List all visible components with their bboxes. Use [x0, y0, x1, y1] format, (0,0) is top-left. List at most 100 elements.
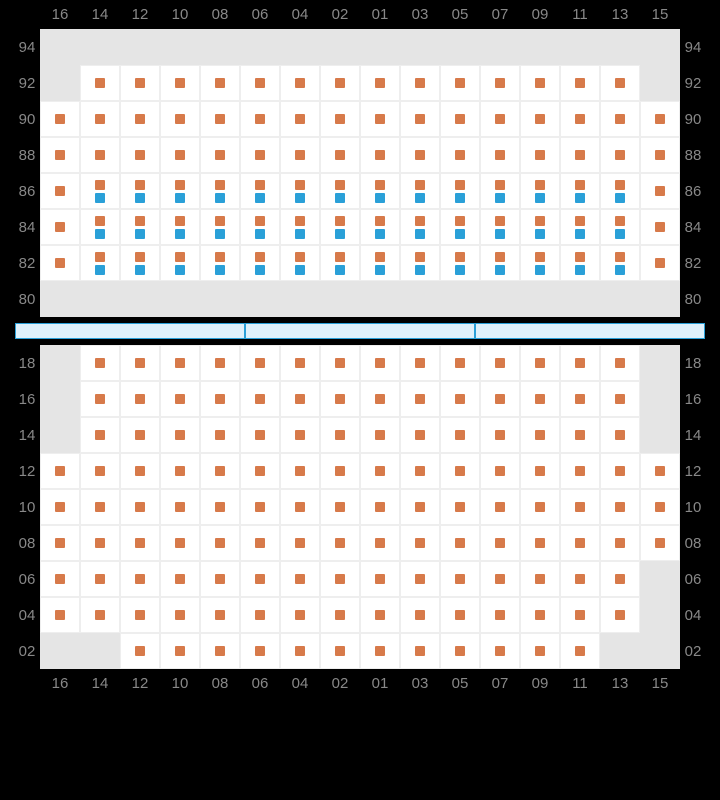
seat-cell[interactable]: [320, 101, 360, 137]
seat-cell[interactable]: [40, 209, 80, 245]
seat-cell[interactable]: [440, 561, 480, 597]
seat-cell[interactable]: [240, 137, 280, 173]
seat-cell[interactable]: [120, 209, 160, 245]
seat-cell[interactable]: [520, 489, 560, 525]
seat-cell[interactable]: [440, 633, 480, 669]
seat-cell[interactable]: [40, 525, 80, 561]
seat-cell[interactable]: [360, 381, 400, 417]
seat-cell[interactable]: [320, 489, 360, 525]
seat-cell[interactable]: [40, 137, 80, 173]
seat-cell[interactable]: [120, 417, 160, 453]
seat-cell[interactable]: [160, 381, 200, 417]
seat-cell[interactable]: [440, 101, 480, 137]
seat-cell[interactable]: [200, 633, 240, 669]
seat-cell[interactable]: [320, 453, 360, 489]
seat-cell[interactable]: [160, 453, 200, 489]
seat-cell[interactable]: [400, 65, 440, 101]
seat-cell[interactable]: [440, 417, 480, 453]
seat-cell[interactable]: [200, 381, 240, 417]
seat-cell[interactable]: [80, 245, 120, 281]
seat-cell[interactable]: [320, 137, 360, 173]
seat-cell[interactable]: [280, 453, 320, 489]
seat-cell[interactable]: [560, 417, 600, 453]
seat-cell[interactable]: [560, 453, 600, 489]
seat-cell[interactable]: [280, 173, 320, 209]
seat-cell[interactable]: [600, 453, 640, 489]
seat-cell[interactable]: [480, 137, 520, 173]
seat-cell[interactable]: [80, 101, 120, 137]
seat-cell[interactable]: [280, 101, 320, 137]
seat-cell[interactable]: [200, 137, 240, 173]
seat-cell[interactable]: [280, 417, 320, 453]
seat-cell[interactable]: [520, 65, 560, 101]
seat-cell[interactable]: [640, 245, 680, 281]
seat-cell[interactable]: [360, 453, 400, 489]
seat-cell[interactable]: [360, 345, 400, 381]
seat-cell[interactable]: [200, 209, 240, 245]
seat-cell[interactable]: [440, 345, 480, 381]
seat-cell[interactable]: [480, 561, 520, 597]
seat-cell[interactable]: [160, 173, 200, 209]
seat-cell[interactable]: [360, 525, 400, 561]
seat-cell[interactable]: [520, 417, 560, 453]
seat-cell[interactable]: [120, 173, 160, 209]
seat-cell[interactable]: [160, 561, 200, 597]
seat-cell[interactable]: [360, 489, 400, 525]
seat-cell[interactable]: [440, 381, 480, 417]
seat-cell[interactable]: [240, 417, 280, 453]
seat-cell[interactable]: [600, 209, 640, 245]
seat-cell[interactable]: [560, 209, 600, 245]
seat-cell[interactable]: [320, 561, 360, 597]
seat-cell[interactable]: [560, 525, 600, 561]
seat-cell[interactable]: [200, 65, 240, 101]
seat-cell[interactable]: [400, 453, 440, 489]
seat-cell[interactable]: [280, 137, 320, 173]
seat-cell[interactable]: [480, 245, 520, 281]
seat-cell[interactable]: [240, 245, 280, 281]
seat-cell[interactable]: [320, 209, 360, 245]
seat-cell[interactable]: [320, 245, 360, 281]
seat-cell[interactable]: [280, 381, 320, 417]
seat-cell[interactable]: [560, 173, 600, 209]
seat-cell[interactable]: [40, 245, 80, 281]
seat-cell[interactable]: [160, 137, 200, 173]
seat-cell[interactable]: [400, 173, 440, 209]
seat-cell[interactable]: [520, 245, 560, 281]
seat-cell[interactable]: [520, 381, 560, 417]
seat-cell[interactable]: [320, 173, 360, 209]
seat-cell[interactable]: [600, 345, 640, 381]
seat-cell[interactable]: [600, 597, 640, 633]
seat-cell[interactable]: [360, 65, 400, 101]
seat-cell[interactable]: [560, 101, 600, 137]
seat-cell[interactable]: [200, 525, 240, 561]
seat-cell[interactable]: [280, 245, 320, 281]
seat-cell[interactable]: [400, 597, 440, 633]
seat-cell[interactable]: [520, 101, 560, 137]
seat-cell[interactable]: [280, 489, 320, 525]
seat-cell[interactable]: [40, 173, 80, 209]
seat-cell[interactable]: [240, 173, 280, 209]
seat-cell[interactable]: [440, 245, 480, 281]
seat-cell[interactable]: [600, 381, 640, 417]
seat-cell[interactable]: [600, 525, 640, 561]
seat-cell[interactable]: [80, 65, 120, 101]
seat-cell[interactable]: [280, 525, 320, 561]
seat-cell[interactable]: [120, 453, 160, 489]
seat-cell[interactable]: [80, 525, 120, 561]
seat-cell[interactable]: [520, 137, 560, 173]
seat-cell[interactable]: [40, 489, 80, 525]
seat-cell[interactable]: [320, 633, 360, 669]
seat-cell[interactable]: [560, 65, 600, 101]
seat-cell[interactable]: [40, 597, 80, 633]
seat-cell[interactable]: [560, 345, 600, 381]
seat-cell[interactable]: [600, 561, 640, 597]
seat-cell[interactable]: [160, 101, 200, 137]
seat-cell[interactable]: [240, 633, 280, 669]
seat-cell[interactable]: [480, 209, 520, 245]
seat-cell[interactable]: [400, 381, 440, 417]
seat-cell[interactable]: [520, 345, 560, 381]
seat-cell[interactable]: [80, 137, 120, 173]
seat-cell[interactable]: [280, 345, 320, 381]
seat-cell[interactable]: [560, 561, 600, 597]
seat-cell[interactable]: [320, 417, 360, 453]
